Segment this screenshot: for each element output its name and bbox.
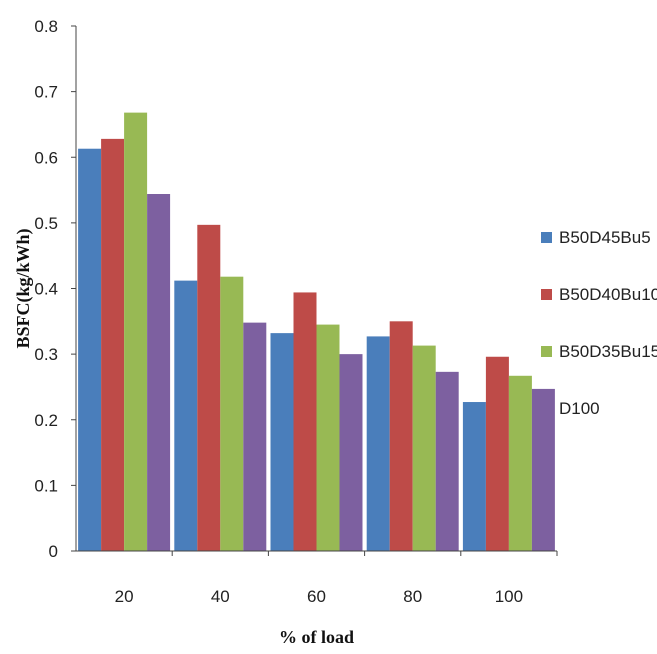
legend-swatch-B50D35Bu15 xyxy=(541,346,552,357)
legend-swatch-B50D45Bu5 xyxy=(541,232,552,243)
bar-B50D40Bu10-60 xyxy=(293,292,317,551)
legend-label-D100: D100 xyxy=(559,399,600,418)
bar-B50D40Bu10-100 xyxy=(485,356,509,551)
bar-B50D35Bu15-20 xyxy=(124,112,148,551)
bar-D100-80 xyxy=(435,371,459,551)
y-tick-label: 0 xyxy=(49,542,58,561)
x-tick-label: 100 xyxy=(495,587,523,606)
bar-B50D35Bu15-80 xyxy=(412,345,436,551)
bar-B50D45Bu5-80 xyxy=(366,336,390,551)
bar-B50D35Bu15-100 xyxy=(508,375,532,551)
y-tick-label: 0.8 xyxy=(34,17,58,36)
bars-group xyxy=(78,112,555,551)
bar-B50D45Bu5-40 xyxy=(174,280,198,551)
y-tick-label: 0.2 xyxy=(34,411,58,430)
y-tick-label: 0.4 xyxy=(34,280,58,299)
x-axis-title: % of load xyxy=(279,627,354,647)
y-tick-label: 0.6 xyxy=(34,148,58,167)
bar-B50D40Bu10-80 xyxy=(389,321,413,551)
bar-B50D45Bu5-60 xyxy=(270,333,294,551)
y-tick-label: 0.7 xyxy=(34,83,58,102)
x-tick-label: 40 xyxy=(211,587,230,606)
bar-B50D35Bu15-40 xyxy=(220,276,244,551)
legend-label-B50D40Bu10: B50D40Bu10 xyxy=(559,285,657,304)
legend: B50D45Bu5 B50D40Bu10 B50D35Bu15 D100 xyxy=(541,228,657,418)
x-tick-label: 20 xyxy=(115,587,134,606)
bar-B50D45Bu5-20 xyxy=(78,148,102,551)
y-tick-label: 0.1 xyxy=(34,476,58,495)
legend-swatch-B50D40Bu10 xyxy=(541,289,552,300)
bar-B50D35Bu15-60 xyxy=(316,324,340,551)
y-axis-title: BSFC(kg/kWh) xyxy=(13,228,34,348)
x-tick-label: 60 xyxy=(307,587,326,606)
bar-B50D45Bu5-100 xyxy=(462,402,486,551)
bar-D100-100 xyxy=(531,388,555,551)
legend-swatch-D100 xyxy=(541,403,552,414)
bar-B50D40Bu10-20 xyxy=(101,138,125,551)
bar-D100-60 xyxy=(339,354,363,551)
y-tick-label: 0.5 xyxy=(34,214,58,233)
legend-label-B50D35Bu15: B50D35Bu15 xyxy=(559,342,657,361)
bar-D100-40 xyxy=(243,322,267,551)
y-tick-label: 0.3 xyxy=(34,345,58,364)
x-ticks-group: 20 40 60 80 100 xyxy=(115,551,558,606)
bar-D100-20 xyxy=(147,194,171,551)
legend-label-B50D45Bu5: B50D45Bu5 xyxy=(559,228,651,247)
bar-B50D40Bu10-40 xyxy=(197,224,221,551)
x-tick-label: 80 xyxy=(403,587,422,606)
y-ticks-group: 0 0.1 0.2 0.3 0.4 0.5 0.6 0.7 0.8 xyxy=(34,17,76,561)
